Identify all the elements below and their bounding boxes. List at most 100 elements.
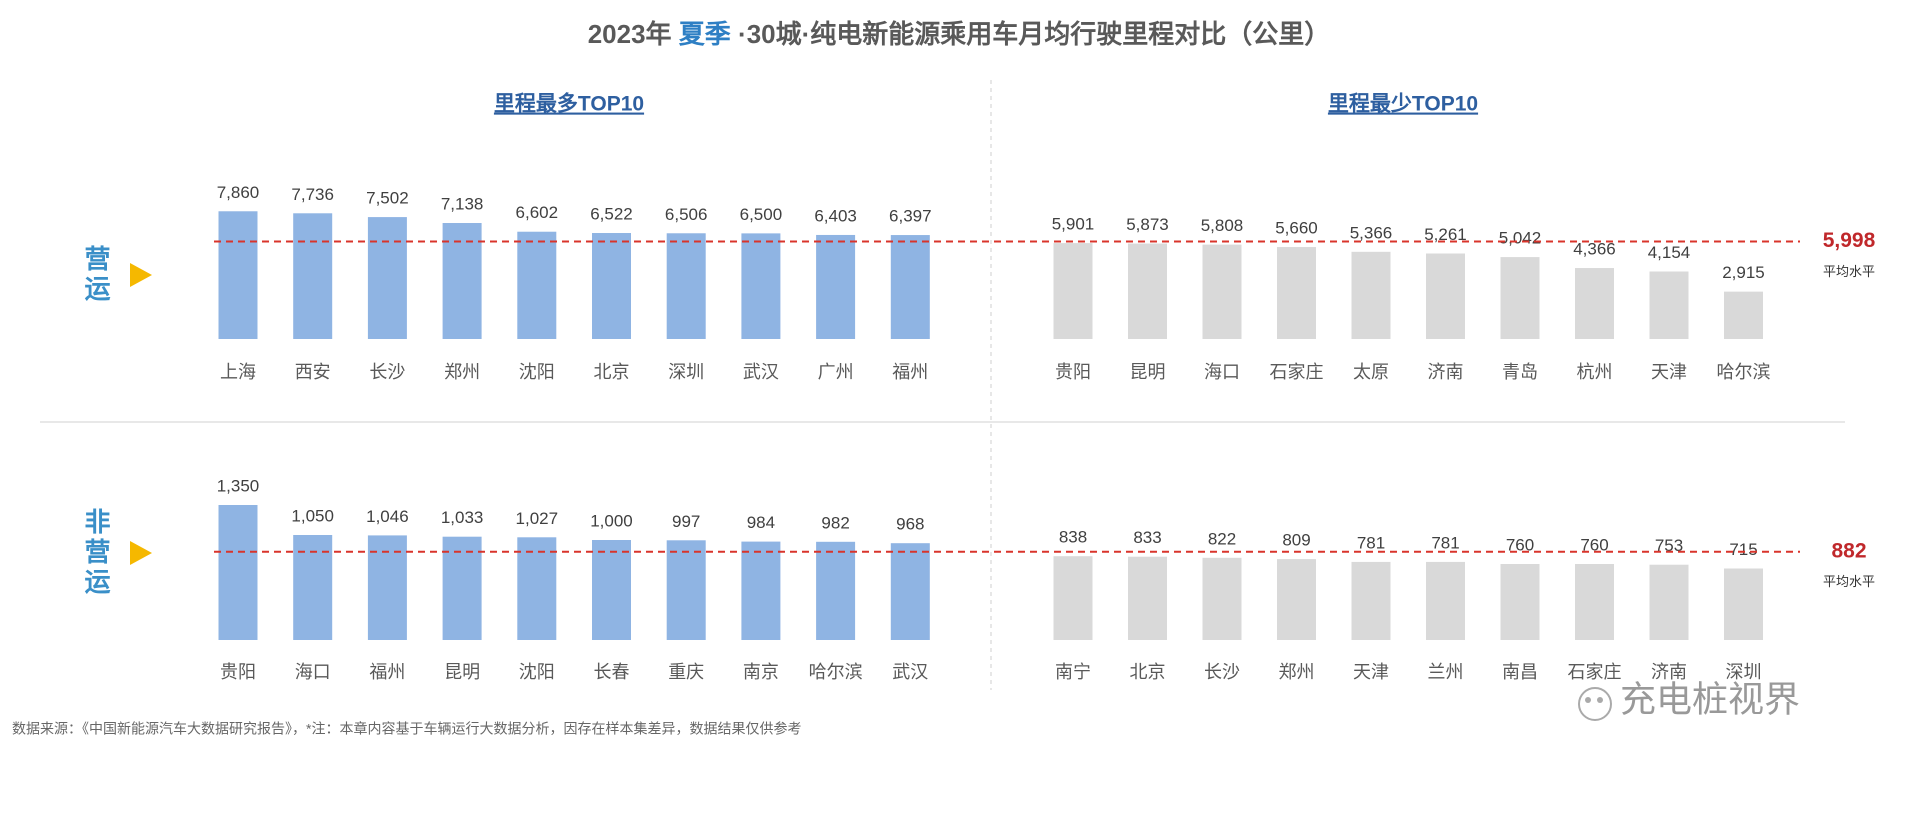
value-label: 6,403	[814, 206, 857, 225]
value-label: 1,350	[217, 476, 260, 495]
value-label: 1,046	[366, 507, 409, 526]
bar	[293, 535, 333, 640]
x-tick-label: 海口	[295, 662, 331, 682]
title-suffix: ·30城·纯电新能源乘用车月均行驶里程对比（公里）	[731, 19, 1330, 49]
row-arrow	[130, 263, 152, 287]
bar	[517, 537, 557, 640]
x-tick-label: 北京	[1130, 662, 1166, 682]
x-tick-label: 长沙	[1204, 662, 1240, 682]
x-tick-label: 贵阳	[220, 662, 256, 682]
x-tick-label: 石家庄	[1568, 662, 1622, 682]
value-label: 833	[1133, 528, 1161, 547]
bar	[367, 535, 407, 640]
bar	[816, 234, 856, 339]
value-label: 4,154	[1648, 243, 1691, 262]
x-tick-label: 兰州	[1428, 662, 1464, 682]
bar	[816, 541, 856, 640]
value-label: 5,808	[1201, 216, 1244, 235]
x-tick-label: 沈阳	[519, 662, 555, 682]
row-label: 非营运	[81, 508, 111, 598]
value-label: 1,050	[291, 506, 334, 525]
bar	[1500, 564, 1540, 640]
bar	[1351, 561, 1391, 640]
value-label: 760	[1506, 535, 1534, 554]
bar	[517, 231, 557, 339]
bar	[1426, 253, 1465, 339]
x-tick-label: 长沙	[369, 362, 405, 382]
bar	[666, 233, 706, 339]
bar	[890, 543, 930, 640]
bar	[1575, 268, 1614, 339]
x-tick-label: 郑州	[444, 362, 480, 382]
bar	[218, 505, 258, 640]
value-label: 781	[1431, 533, 1459, 552]
value-label: 7,138	[441, 194, 484, 213]
row-label: 营运	[81, 245, 111, 305]
bar	[1277, 247, 1316, 339]
x-tick-label: 海口	[1204, 362, 1240, 382]
x-tick-label: 石家庄	[1270, 362, 1324, 382]
value-label: 5,901	[1052, 215, 1095, 234]
value-label: 7,502	[366, 189, 409, 208]
average-value: 5,998	[1823, 229, 1876, 252]
bar	[741, 233, 781, 339]
value-label: 984	[747, 513, 775, 532]
x-tick-label: 杭州	[1577, 362, 1613, 382]
row-arrow	[130, 541, 152, 565]
x-tick-label: 昆明	[1130, 362, 1166, 382]
x-tick-label: 西安	[295, 362, 331, 382]
value-label: 715	[1729, 540, 1757, 559]
x-tick-label: 天津	[1353, 662, 1389, 682]
value-label: 4,366	[1573, 240, 1616, 259]
value-label: 5,261	[1424, 225, 1467, 244]
x-tick-label: 沈阳	[519, 362, 555, 382]
x-tick-label: 青岛	[1502, 362, 1538, 382]
bar	[218, 211, 258, 339]
bar	[741, 541, 781, 640]
bar	[1053, 243, 1093, 339]
x-tick-label: 武汉	[892, 662, 928, 682]
x-tick-label: 深圳	[1726, 662, 1762, 682]
value-label: 7,860	[217, 183, 260, 202]
x-tick-label: 南昌	[1502, 662, 1538, 682]
x-tick-label: 长春	[594, 662, 630, 682]
value-label: 982	[821, 513, 849, 532]
value-label: 1,027	[516, 509, 559, 528]
bar	[1724, 568, 1763, 640]
average-note: 平均水平	[1823, 264, 1875, 279]
x-tick-label: 上海	[220, 362, 256, 382]
x-tick-label: 哈尔滨	[809, 662, 863, 682]
title-prefix: 2023年	[588, 19, 679, 49]
bar	[592, 233, 631, 339]
value-label: 2,915	[1722, 263, 1765, 282]
bar	[1500, 257, 1540, 339]
x-tick-label: 济南	[1428, 362, 1464, 382]
bar	[592, 540, 631, 640]
source-note: 数据来源：《中国新能源汽车大数据研究报告》，*注：本章内容基于车辆运行大数据分析…	[12, 721, 801, 737]
value-label: 5,042	[1499, 229, 1542, 248]
section-title: 里程最少TOP10	[1328, 93, 1478, 116]
watermark-logo	[1578, 687, 1612, 721]
value-label: 781	[1357, 533, 1385, 552]
average-note: 平均水平	[1823, 574, 1875, 589]
value-label: 6,602	[516, 203, 559, 222]
value-label: 6,522	[590, 205, 633, 224]
value-label: 760	[1580, 535, 1608, 554]
bar	[293, 213, 333, 339]
bar	[1649, 564, 1689, 640]
value-label: 822	[1208, 529, 1236, 548]
x-tick-label: 武汉	[743, 362, 779, 382]
bar	[442, 536, 482, 640]
value-label: 6,506	[665, 205, 708, 224]
x-tick-label: 福州	[369, 662, 405, 682]
bar	[890, 235, 930, 339]
x-tick-label: 深圳	[668, 362, 704, 382]
bar	[666, 540, 706, 640]
bar	[1128, 556, 1167, 640]
x-tick-label: 贵阳	[1055, 362, 1091, 382]
x-tick-label: 哈尔滨	[1717, 362, 1771, 382]
value-label: 997	[672, 512, 700, 531]
bar	[1202, 244, 1242, 339]
value-label: 753	[1655, 536, 1683, 555]
